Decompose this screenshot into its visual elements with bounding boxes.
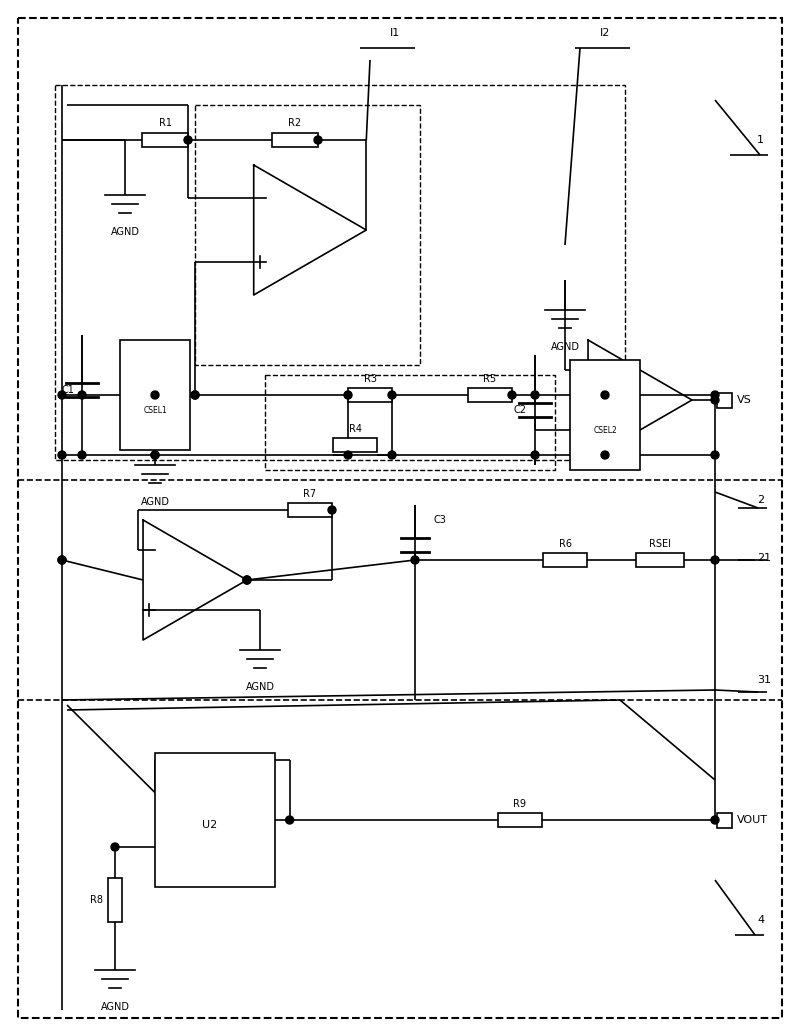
Circle shape: [191, 391, 199, 399]
Circle shape: [531, 451, 539, 459]
Text: R5: R5: [483, 374, 497, 384]
Text: AGND: AGND: [110, 227, 139, 237]
Circle shape: [601, 451, 609, 459]
Circle shape: [508, 391, 516, 399]
Circle shape: [58, 391, 66, 399]
Circle shape: [78, 451, 86, 459]
Circle shape: [151, 451, 159, 459]
Circle shape: [344, 391, 352, 399]
Bar: [570, 359, 640, 470]
Bar: [288, 503, 332, 517]
Circle shape: [243, 576, 251, 584]
Circle shape: [111, 843, 119, 851]
Circle shape: [711, 391, 719, 399]
Circle shape: [328, 506, 336, 514]
Circle shape: [411, 556, 419, 564]
Circle shape: [711, 556, 719, 564]
Text: R1: R1: [158, 118, 171, 128]
Bar: [717, 813, 732, 828]
Bar: [155, 753, 274, 887]
Text: C3: C3: [433, 515, 446, 525]
Text: R4: R4: [349, 424, 362, 434]
Text: AGND: AGND: [141, 497, 170, 507]
Circle shape: [314, 136, 322, 144]
Bar: [265, 375, 555, 470]
Bar: [543, 553, 587, 567]
Circle shape: [58, 556, 66, 564]
Text: 21: 21: [757, 553, 771, 563]
Text: CSEL1: CSEL1: [143, 405, 167, 414]
Text: AGND: AGND: [246, 682, 274, 692]
Text: R9: R9: [514, 799, 526, 809]
Text: AGND: AGND: [101, 1002, 130, 1012]
Circle shape: [151, 391, 159, 399]
Circle shape: [388, 451, 396, 459]
Bar: [142, 133, 188, 147]
Circle shape: [711, 396, 719, 404]
Text: I2: I2: [600, 28, 610, 38]
Text: R8: R8: [90, 895, 103, 905]
Bar: [108, 877, 122, 922]
Circle shape: [184, 136, 192, 144]
Bar: [195, 105, 420, 365]
Text: U2: U2: [202, 821, 218, 830]
Text: VOUT: VOUT: [737, 815, 768, 825]
Circle shape: [601, 391, 609, 399]
Bar: [333, 438, 377, 452]
Text: R7: R7: [303, 489, 317, 499]
Bar: [636, 553, 684, 567]
Circle shape: [58, 451, 66, 459]
Text: CSEL2: CSEL2: [593, 426, 617, 434]
Text: 2: 2: [757, 495, 764, 505]
Circle shape: [388, 391, 396, 399]
Circle shape: [531, 391, 539, 399]
Bar: [468, 388, 512, 402]
Bar: [120, 340, 190, 450]
Text: 4: 4: [757, 915, 764, 925]
Circle shape: [344, 451, 352, 459]
Circle shape: [243, 576, 251, 584]
Bar: [498, 813, 542, 827]
Text: C2: C2: [514, 405, 527, 415]
Text: C1: C1: [61, 385, 74, 395]
Circle shape: [151, 451, 159, 459]
Circle shape: [191, 391, 199, 399]
Circle shape: [711, 451, 719, 459]
Circle shape: [78, 391, 86, 399]
Bar: [55, 85, 625, 460]
Text: R2: R2: [289, 118, 302, 128]
Text: R6: R6: [558, 539, 571, 549]
Text: VS: VS: [737, 395, 752, 405]
Bar: [272, 133, 318, 147]
Text: R3: R3: [363, 374, 377, 384]
Text: 1: 1: [757, 135, 764, 145]
Text: I1: I1: [390, 28, 400, 38]
Text: RSEI: RSEI: [649, 539, 671, 549]
Circle shape: [286, 816, 294, 824]
Bar: [717, 393, 732, 408]
Circle shape: [58, 556, 66, 564]
Circle shape: [711, 816, 719, 824]
Text: 31: 31: [757, 675, 771, 685]
Text: AGND: AGND: [550, 342, 579, 352]
Bar: [348, 388, 392, 402]
